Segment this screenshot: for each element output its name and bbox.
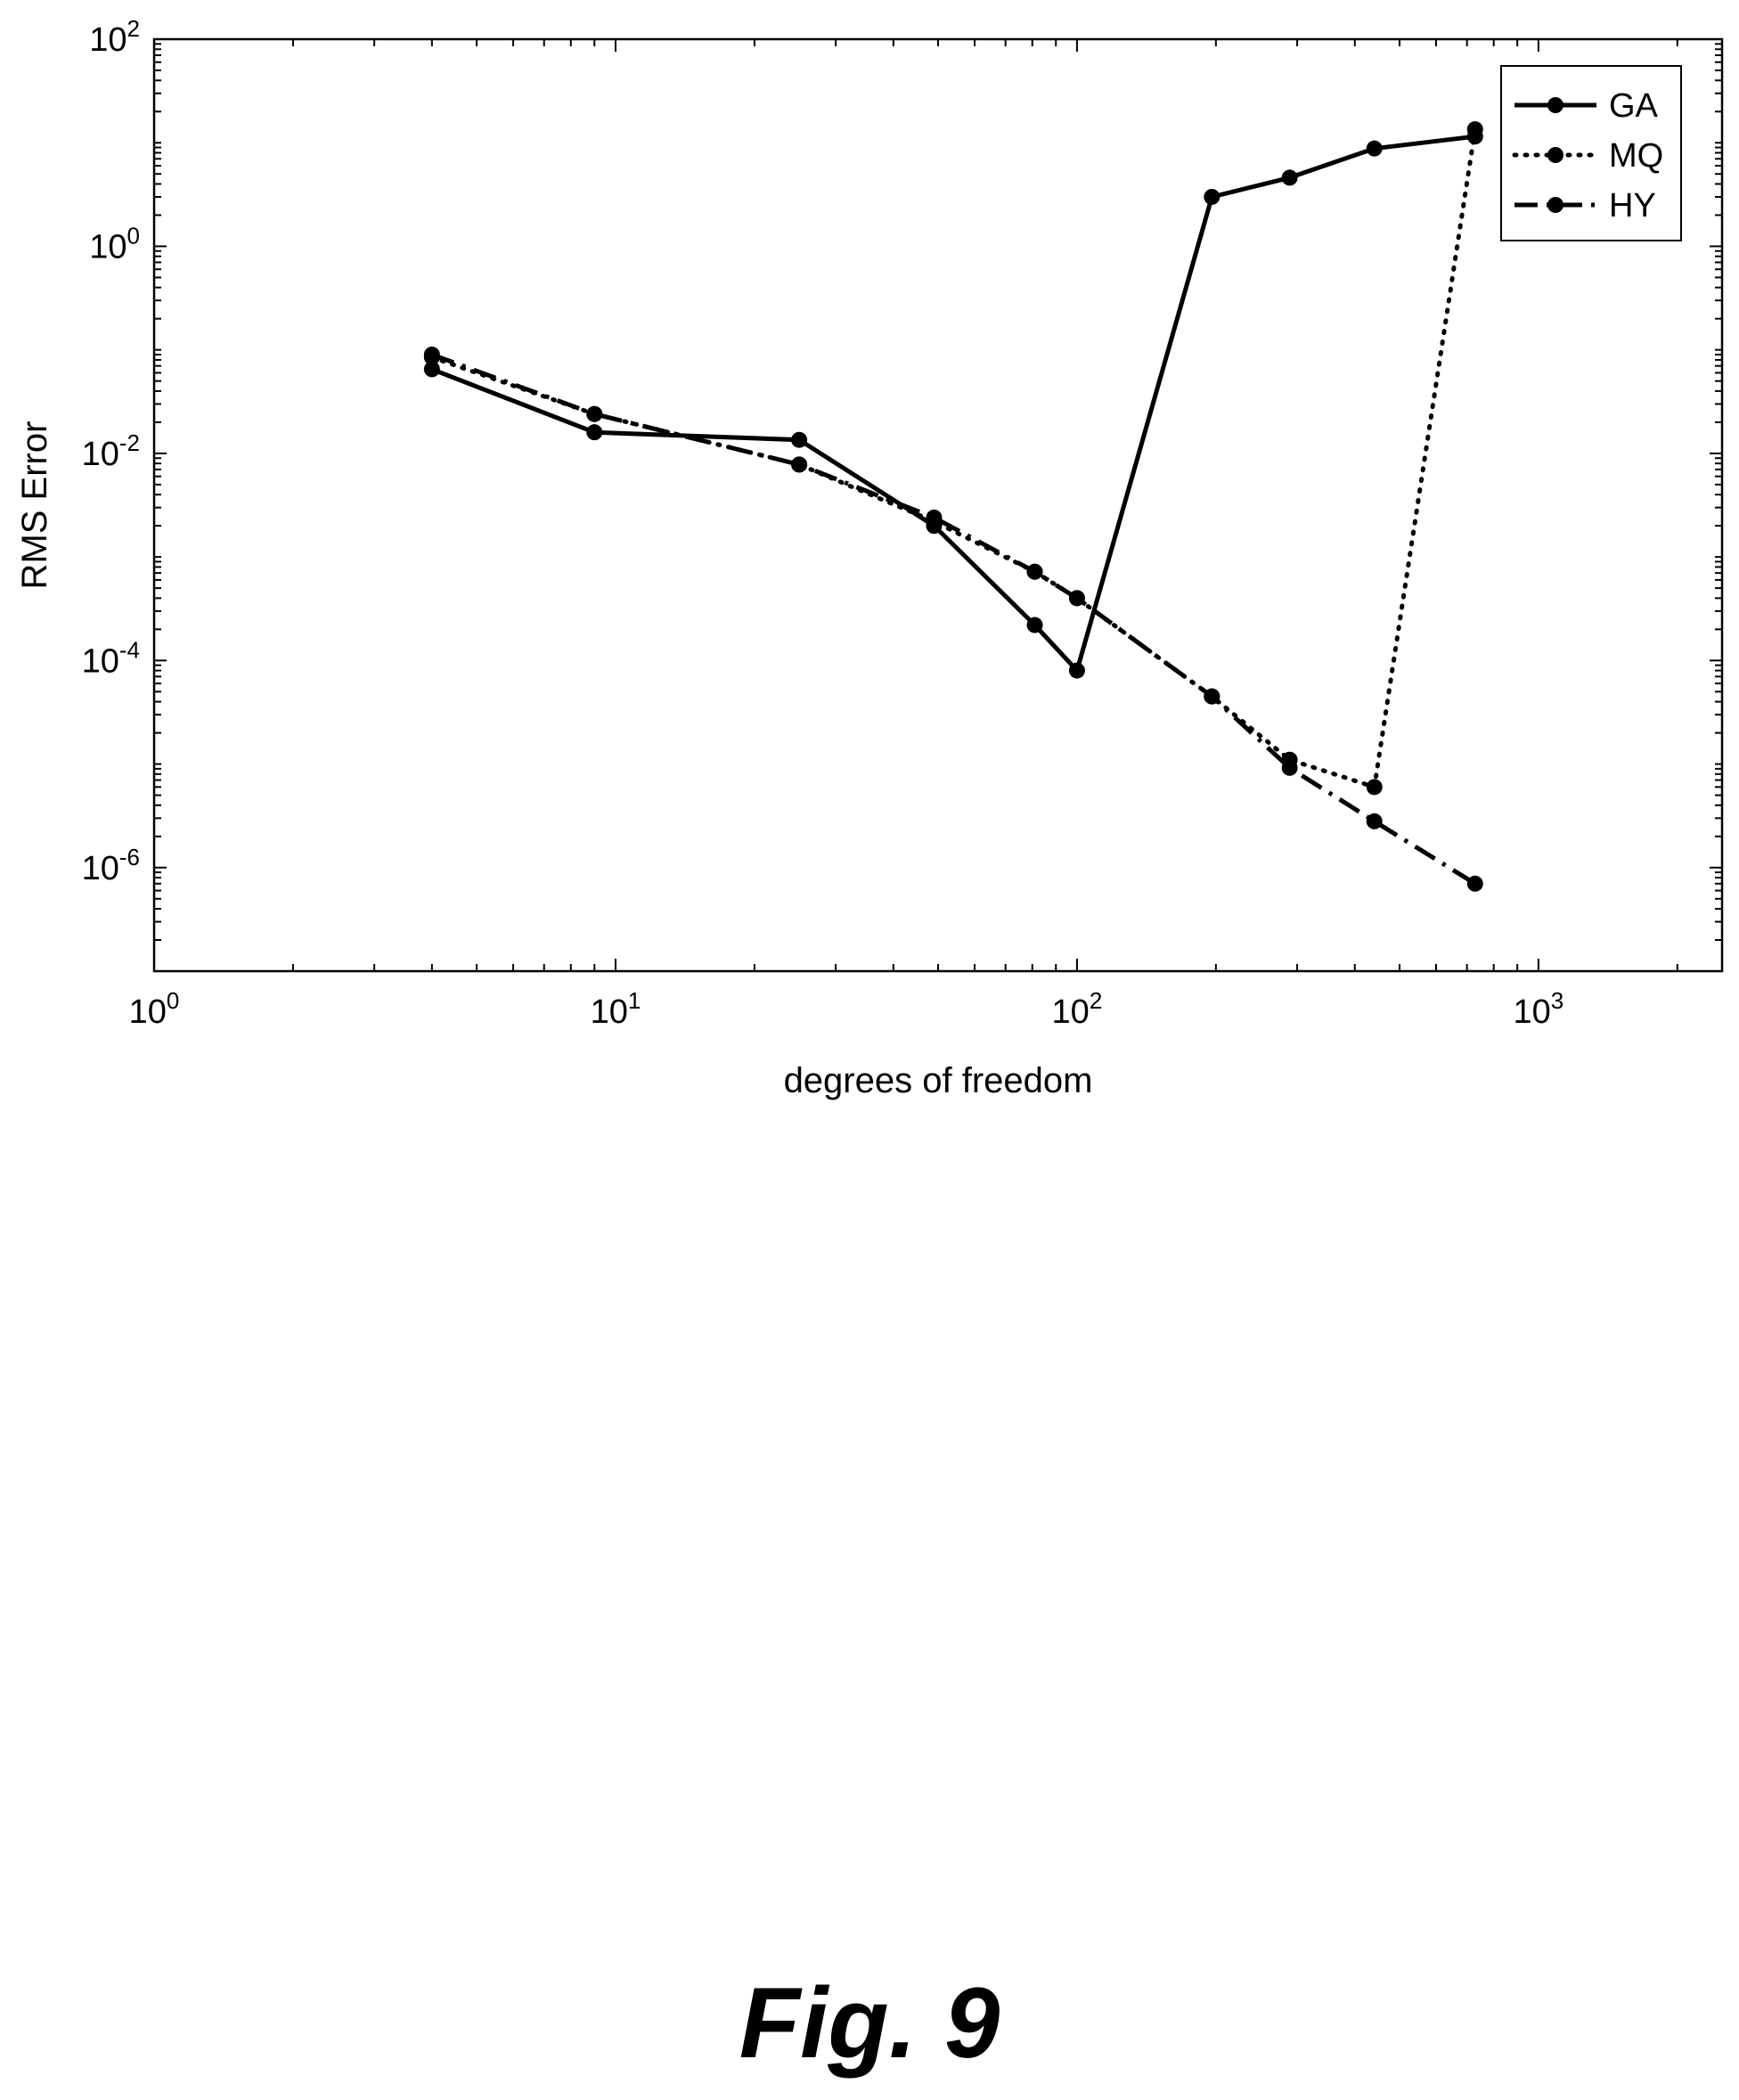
x-tick-label: 100	[129, 987, 180, 1031]
data-point-hy	[1026, 563, 1043, 580]
data-point-hy	[1204, 688, 1221, 705]
data-point-ga	[423, 361, 440, 378]
data-point-ga	[1204, 188, 1221, 205]
rms-error-chart: 100 101 102 103 102 100 10-2 10-4 10-6 degrees o…	[15, 15, 1724, 1100]
x-tick-label: 101	[591, 987, 641, 1031]
data-point-hy	[1366, 813, 1383, 829]
legend-marker-hy	[1547, 197, 1563, 213]
data-point-hy	[1281, 759, 1298, 776]
data-point-hy	[586, 405, 603, 422]
axis-ticks	[153, 38, 1722, 972]
data-point-ga	[1366, 140, 1383, 157]
x-tick-label: 102	[1052, 987, 1103, 1031]
y-tick-label: 10-2	[82, 429, 140, 473]
legend-marker-mq	[1547, 147, 1563, 163]
tick-labels: 100 101 102 103 102 100 10-2 10-4 10-6	[82, 15, 1564, 1031]
y-tick-label: 102	[89, 15, 140, 59]
legend-label-ga: GA	[1609, 87, 1659, 125]
data-point-mq	[1466, 121, 1483, 138]
series-line-hy	[430, 352, 1477, 886]
legend-label-mq: MQ	[1609, 137, 1663, 175]
data-point-hy	[791, 456, 808, 473]
legend-label-hy: HY	[1609, 187, 1656, 225]
x-axis-label: degrees of freedom	[784, 1061, 1093, 1100]
legend: GA MQ HY	[1500, 65, 1682, 241]
data-point-ga	[586, 424, 603, 441]
data-point-hy	[926, 509, 943, 526]
y-tick-label: 10-4	[82, 636, 140, 680]
data-point-ga	[1026, 617, 1043, 633]
y-axis-label: RMS Error	[15, 421, 54, 590]
plot-area	[152, 37, 1724, 973]
legend-box	[1500, 65, 1682, 241]
figure-caption: Fig. 9	[739, 1967, 1000, 2079]
series-layer	[423, 121, 1483, 892]
y-tick-label: 10-6	[82, 844, 140, 887]
legend-marker-ga	[1547, 97, 1563, 113]
y-tick-label: 100	[89, 222, 140, 266]
series-hy	[423, 346, 1483, 892]
series-line-ga	[430, 134, 1476, 674]
x-tick-label: 103	[1514, 987, 1564, 1031]
data-point-hy	[423, 346, 440, 363]
data-point-mq	[1366, 779, 1383, 796]
data-point-ga	[791, 431, 808, 448]
data-point-hy	[1068, 590, 1085, 607]
data-point-ga	[1281, 169, 1298, 186]
data-point-ga	[1068, 662, 1085, 679]
data-point-hy	[1466, 875, 1483, 892]
